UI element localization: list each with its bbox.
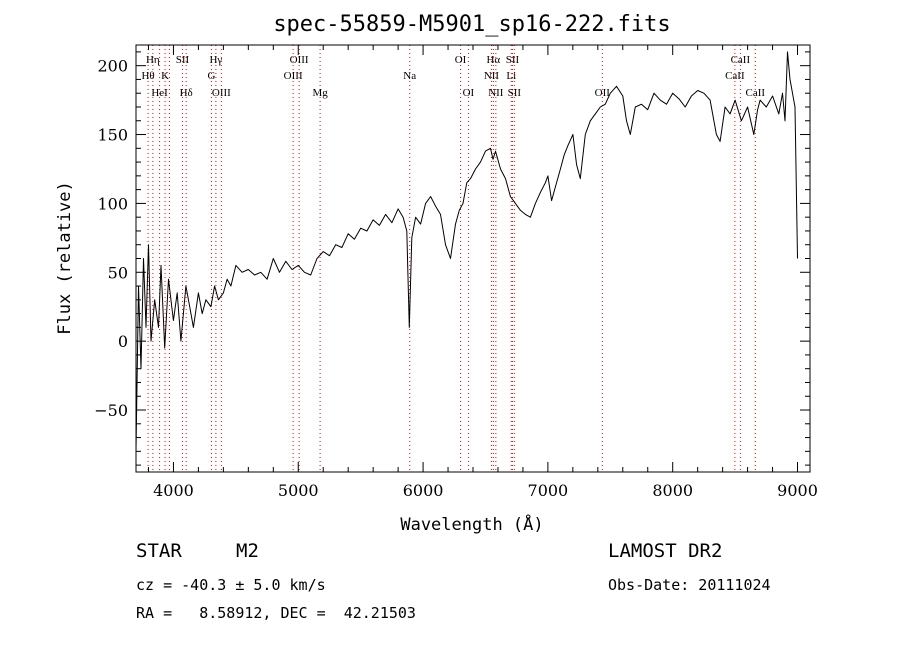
chart-title: spec-55859-M5901_sp16-222.fits (273, 12, 670, 37)
x-axis-ticks: 4000 5000 6000 7000 8000 9000 (147, 45, 818, 500)
reference-line-label: OIII (290, 54, 309, 66)
y-tick-label: −50 (94, 401, 128, 420)
y-axis-ticks: −50 0 50 100 150 200 (94, 51, 810, 466)
y-tick-label: 0 (118, 332, 128, 351)
reference-line-label: OI (455, 54, 467, 66)
reference-line-label: G (208, 70, 216, 82)
reference-line-label: Hδ (180, 87, 193, 99)
reference-line-label: Hα (486, 54, 500, 66)
x-tick-label: 7000 (528, 481, 569, 500)
reference-lines (147, 45, 756, 472)
x-tick-label: 6000 (403, 481, 444, 500)
subclass-label: M2 (236, 540, 259, 562)
reference-line-label: CaII (725, 70, 745, 82)
reference-line-label: NII (488, 87, 504, 99)
redshift-text: cz = -40.3 ± 5.0 km/s (136, 576, 326, 594)
reference-line-label: OIII (212, 87, 231, 99)
coordinates-text: RA = 8.58912, DEC = 42.21503 (136, 604, 416, 622)
spectrum-series (135, 51, 798, 452)
y-tick-label: 200 (97, 57, 128, 76)
x-axis-label: Wavelength (Å) (400, 513, 543, 535)
reference-line-label: SII (506, 54, 520, 66)
reference-line-label: Hη (146, 54, 160, 66)
reference-line-label: CaII (731, 54, 751, 66)
y-tick-label: 50 (108, 263, 128, 282)
reference-line-label: Mg (312, 87, 328, 99)
x-tick-label: 4000 (153, 481, 194, 500)
x-tick-label: 8000 (652, 481, 693, 500)
reference-line-label: K (161, 70, 169, 82)
reference-line-label: CaII (746, 87, 766, 99)
y-tick-label: 100 (97, 194, 128, 213)
reference-line-label: SII (508, 87, 522, 99)
class-label: STAR (136, 540, 182, 562)
reference-line-label: OIII (284, 70, 303, 82)
reference-line-label: OII (595, 87, 611, 99)
spectrum-line (135, 51, 798, 452)
reference-line-label: Li (506, 70, 516, 82)
reference-line-label: NII (484, 70, 500, 82)
plot-frame (135, 44, 811, 473)
reference-line-label: SII (176, 54, 190, 66)
reference-line-label: Hγ (209, 54, 222, 66)
y-axis-label: Flux (relative) (55, 181, 75, 335)
obs-date-text: Obs-Date: 20111024 (608, 576, 771, 594)
survey-label: LAMOST DR2 (608, 540, 723, 562)
x-tick-label: 9000 (777, 481, 818, 500)
reference-line-label: OI (463, 87, 475, 99)
x-tick-label: 5000 (278, 481, 319, 500)
y-tick-label: 150 (97, 126, 128, 145)
reference-line-label: Hθ (141, 70, 154, 82)
reference-line-label: HeI (151, 87, 168, 99)
reference-line-label: Na (403, 70, 416, 82)
